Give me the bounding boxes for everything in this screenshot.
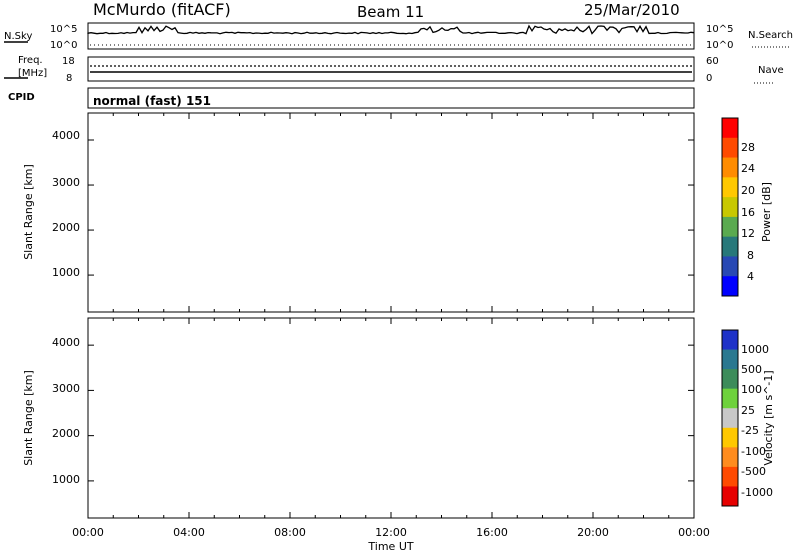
xtick-04: 04:00 <box>173 526 205 539</box>
power-cbar-tick-20: 20 <box>741 184 755 197</box>
tick-marks <box>87 113 695 518</box>
velocity-colorbar-segment <box>722 466 738 487</box>
noise-tick-left-high: 10^5 <box>50 24 77 35</box>
vel-cbar-tick-25: 25 <box>741 404 755 417</box>
power-panel-frame <box>87 112 695 313</box>
noise-tick-left-low: 10^0 <box>50 40 77 51</box>
velocity-ytick-2000: 2000 <box>52 427 80 440</box>
power-colorbar-segment <box>722 256 738 277</box>
vel-cbar-tick-m100: -100 <box>741 445 766 458</box>
freq-panel <box>87 56 695 82</box>
vel-cbar-tick-m25: -25 <box>741 424 759 437</box>
xtick-12: 12:00 <box>375 526 407 539</box>
velocity-colorbar-segment <box>722 330 738 350</box>
power-y-ticks: 4000 3000 2000 1000 <box>52 129 80 279</box>
vel-cbar-tick-1000: 1000 <box>741 343 769 356</box>
xtick-20: 20:00 <box>577 526 609 539</box>
station-title: McMurdo (fitACF) <box>93 0 231 19</box>
xtick-00: 00:00 <box>72 526 104 539</box>
velocity-y-ticks: 4000 3000 2000 1000 <box>52 336 80 486</box>
velocity-ytick-4000: 4000 <box>52 336 80 349</box>
beam-title: Beam 11 <box>357 3 424 21</box>
velocity-colorbar-segment <box>722 486 738 507</box>
nsearch-label: N.Search <box>748 30 793 41</box>
power-cbar-tick-28: 28 <box>741 141 755 154</box>
power-ytick-3000: 3000 <box>52 176 80 189</box>
velocity-colorbar-segment <box>722 427 738 448</box>
velocity-ylabel: Slant Range [km] <box>22 370 35 466</box>
power-colorbar-segment <box>722 118 738 139</box>
power-cbar-tick-8: 8 <box>747 249 754 262</box>
cpid-label: CPID <box>8 92 35 103</box>
nave-label: Nave <box>758 65 784 76</box>
cpid-panel <box>87 87 695 109</box>
xtick-24: 00:00 <box>678 526 710 539</box>
velocity-colorbar-segment <box>722 408 738 429</box>
power-cbar-tick-4: 4 <box>747 270 754 283</box>
velocity-colorbar-frame <box>721 329 739 507</box>
power-colorbar-segment <box>722 137 738 158</box>
noise-panel <box>87 22 695 50</box>
power-cbar-tick-24: 24 <box>741 162 755 175</box>
noise-tick-right-high: 10^5 <box>706 24 733 35</box>
power-colorbar-segment <box>722 236 738 257</box>
vel-cbar-tick-100: 100 <box>741 383 762 396</box>
velocity-cbar-label: Velocity [m s^-1] <box>762 370 775 465</box>
freq-tick-low: 8 <box>66 73 72 84</box>
x-axis-label: Time UT <box>367 540 413 553</box>
velocity-colorbar-segment <box>722 447 738 468</box>
vel-cbar-tick-m500: -500 <box>741 465 766 478</box>
freq-tick-high: 18 <box>62 56 75 67</box>
velocity-ytick-1000: 1000 <box>52 473 80 486</box>
power-colorbar <box>721 117 739 297</box>
power-colorbar-frame <box>721 117 739 297</box>
freq-unit-label: [MHz] <box>18 68 47 79</box>
nsky-label: N.Sky <box>4 31 32 42</box>
nave-tick-high: 60 <box>706 56 719 67</box>
noise-trace-group <box>87 24 695 46</box>
power-colorbar-segment <box>722 157 738 178</box>
velocity-colorbar <box>721 329 739 507</box>
x-axis-ticks: 00:00 04:00 08:00 12:00 16:00 20:00 00:0… <box>72 526 710 539</box>
velocity-colorbar-segment <box>722 388 738 409</box>
cpid-value: normal (fast) 151 <box>93 94 211 108</box>
power-ytick-4000: 4000 <box>52 129 80 142</box>
power-ylabel: Slant Range [km] <box>22 164 35 260</box>
power-cbar-label: Power [dB] <box>760 182 773 242</box>
power-colorbar-segment <box>722 177 738 198</box>
vel-cbar-tick-m1000: -1000 <box>741 486 773 499</box>
noise-tick-right-low: 10^0 <box>706 40 733 51</box>
power-colorbar-segment <box>722 216 738 238</box>
xtick-08: 08:00 <box>274 526 306 539</box>
power-cbar-tick-16: 16 <box>741 206 755 219</box>
power-cbar-tick-12: 12 <box>741 227 755 240</box>
vel-cbar-tick-500: 500 <box>741 363 762 376</box>
nsky-trace <box>87 24 695 35</box>
power-colorbar-segment <box>722 276 738 297</box>
velocity-panel-frame <box>87 317 695 519</box>
velocity-ytick-3000: 3000 <box>52 382 80 395</box>
power-ytick-1000: 1000 <box>52 266 80 279</box>
xtick-16: 16:00 <box>476 526 508 539</box>
date-title: 25/Mar/2010 <box>584 1 680 19</box>
nave-tick-low: 0 <box>706 73 712 84</box>
freq-label: Freq. <box>18 55 43 66</box>
velocity-colorbar-segment <box>722 349 738 370</box>
velocity-colorbar-segment <box>722 369 738 390</box>
power-colorbar-segment <box>722 197 738 218</box>
power-ytick-2000: 2000 <box>52 221 80 234</box>
